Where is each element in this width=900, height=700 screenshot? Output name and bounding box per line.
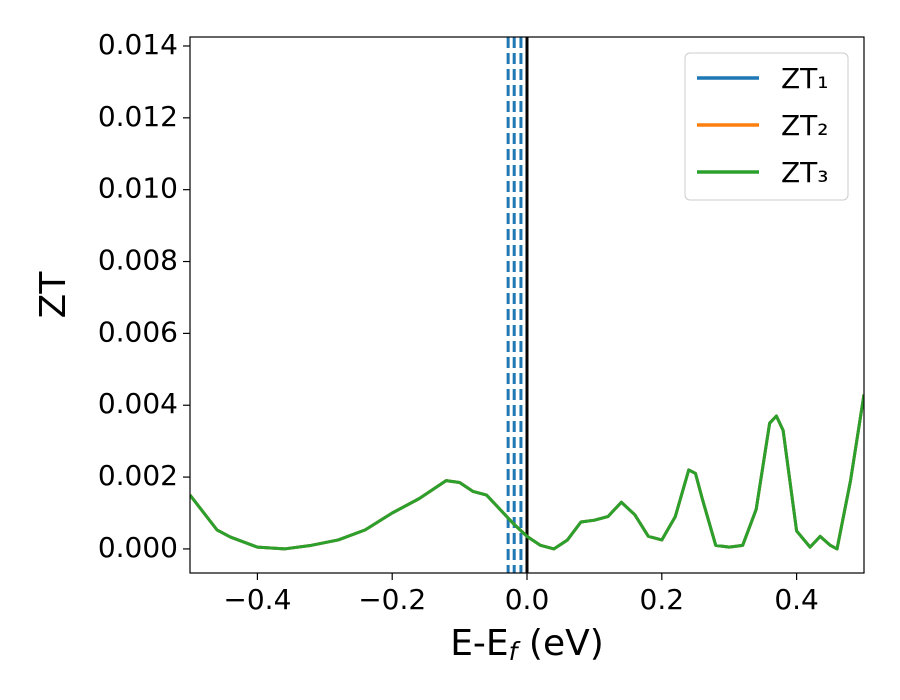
- plot-frame: [189, 36, 865, 574]
- x-tick-label: −0.4: [223, 583, 291, 616]
- x-tick-label: −0.2: [358, 583, 426, 616]
- y-tick-label: 0.004: [98, 387, 178, 420]
- y-tick-label: 0.014: [98, 28, 178, 61]
- legend-label: ZT₁: [781, 62, 829, 95]
- legend-box: [684, 52, 849, 201]
- x-tick-label: 0.0: [505, 583, 550, 616]
- y-tick-label: 0.006: [98, 315, 178, 348]
- series-line: [190, 394, 864, 551]
- x-label-part: E-E: [450, 623, 508, 664]
- x-axis-label: E-Ef (eV): [450, 623, 604, 666]
- x-label-part: (eV): [517, 623, 603, 664]
- y-tick-label: 0.012: [98, 100, 178, 133]
- y-tick-label: 0.000: [98, 531, 178, 564]
- y-axis-label: ZT: [33, 271, 74, 319]
- y-tick-label: 0.002: [98, 459, 178, 492]
- legend-label: ZT₂: [781, 109, 829, 142]
- x-tick-label: 0.4: [774, 583, 819, 616]
- legend-label: ZT₃: [781, 156, 829, 189]
- x-tick-label: 0.2: [640, 583, 685, 616]
- y-tick-label: 0.008: [98, 244, 178, 277]
- y-tick-label: 0.010: [98, 172, 178, 205]
